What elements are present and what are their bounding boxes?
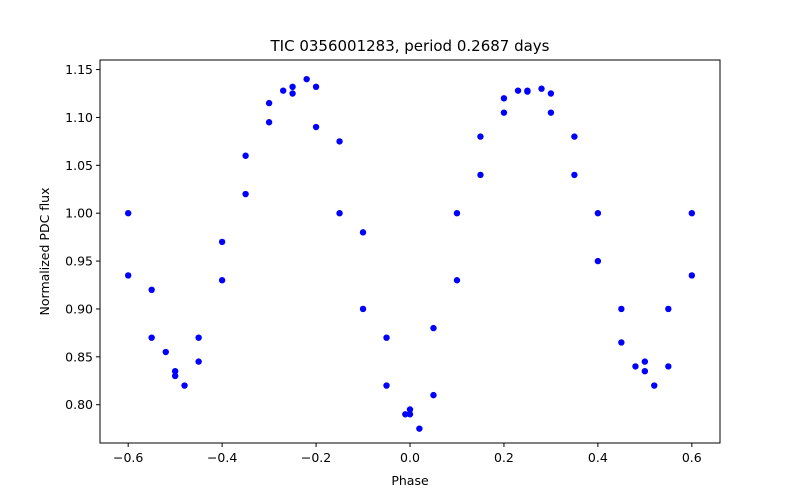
- y-axis-ticks: 0.80 0.85 0.90 0.95 1.00 1.05 1.10 1.15: [65, 62, 100, 412]
- x-tick-label: 0.6: [682, 450, 702, 465]
- data-point-s0-15: [416, 425, 423, 432]
- x-tick-label: 0.4: [588, 450, 608, 465]
- data-point-s0-26: [641, 367, 649, 375]
- data-point-s0-6: [242, 190, 249, 198]
- data-point-s1-3: [171, 367, 179, 375]
- data-point-s0-2: [171, 372, 179, 380]
- data-point-s1-24: [594, 257, 602, 265]
- data-point-s0-7: [265, 119, 273, 126]
- y-tick-label: 0.80: [65, 397, 93, 412]
- data-points: [124, 75, 696, 432]
- data-point-s1-23: [571, 171, 578, 179]
- data-point-s0-14: [406, 411, 414, 418]
- y-tick-label: 0.90: [65, 301, 93, 316]
- data-point-s1-29: [688, 210, 696, 217]
- data-point-s1-16: [430, 324, 437, 332]
- x-tick-label: −0.6: [113, 450, 143, 465]
- data-point-s1-21: [524, 88, 531, 95]
- data-point-s0-25: [618, 305, 625, 313]
- data-point-s0-8: [289, 83, 296, 91]
- data-point-s1-0: [124, 210, 132, 217]
- chart-title: TIC 0356001283, period 0.2687 days: [269, 37, 549, 55]
- x-tick-label: −0.4: [207, 450, 237, 465]
- data-point-s1-10: [312, 123, 320, 131]
- data-point-s0-0: [124, 272, 132, 279]
- x-axis-label: Phase: [391, 473, 429, 488]
- x-tick-label: 0.0: [400, 450, 420, 465]
- data-point-s1-6: [242, 152, 249, 159]
- data-point-s1-9: [289, 90, 296, 97]
- data-point-s1-25: [618, 339, 625, 346]
- data-point-s0-5: [218, 277, 226, 284]
- data-point-s1-13: [383, 382, 390, 389]
- y-tick-label: 1.15: [65, 62, 93, 77]
- data-point-s1-22: [547, 109, 555, 116]
- data-point-s0-16: [430, 391, 437, 399]
- x-tick-label: 0.2: [494, 450, 514, 465]
- data-point-s0-27: [651, 382, 658, 389]
- data-point-s0-10: [312, 83, 320, 91]
- data-point-s1-14: [402, 411, 409, 418]
- data-point-s1-19: [500, 95, 508, 102]
- y-axis-label: Normalized PDC flux: [37, 188, 52, 316]
- data-point-s1-4: [195, 334, 202, 341]
- data-point-s0-17: [453, 277, 461, 284]
- data-point-s1-18: [477, 133, 484, 140]
- data-point-s1-2: [162, 348, 169, 356]
- data-point-s1-1: [148, 286, 155, 293]
- data-point-s1-7: [265, 99, 273, 107]
- data-point-s1-27: [641, 358, 649, 365]
- data-point-s0-3: [181, 382, 188, 389]
- data-point-s1-17: [453, 210, 461, 217]
- data-point-s1-11: [336, 210, 343, 217]
- data-point-s0-22: [547, 90, 555, 97]
- data-point-s0-11: [336, 138, 343, 145]
- data-point-s1-20: [514, 87, 522, 94]
- y-tick-label: 1.05: [65, 158, 93, 173]
- y-tick-label: 1.10: [65, 110, 93, 125]
- data-point-s1-8: [279, 87, 287, 94]
- data-point-s1-12: [359, 305, 367, 313]
- y-tick-label: 0.85: [65, 349, 93, 364]
- data-point-s0-21: [538, 85, 545, 92]
- data-point-s0-28: [665, 363, 672, 370]
- data-point-s0-12: [359, 229, 367, 236]
- data-point-s0-23: [571, 133, 578, 140]
- data-point-s1-28: [665, 305, 672, 313]
- data-point-s0-9: [303, 75, 310, 83]
- data-point-s0-24: [594, 210, 602, 217]
- data-point-s1-15: [406, 406, 414, 413]
- data-point-s0-4: [195, 358, 202, 365]
- data-point-s0-18: [477, 171, 484, 179]
- x-axis-ticks: −0.6 −0.4 −0.2 0.0 0.2 0.4 0.6: [113, 443, 702, 465]
- x-tick-label: −0.2: [301, 450, 331, 465]
- data-point-s0-1: [148, 334, 155, 341]
- data-point-s1-26: [632, 363, 639, 370]
- y-tick-label: 0.95: [65, 254, 93, 269]
- data-point-s0-13: [383, 334, 390, 341]
- data-point-s1-5: [218, 238, 226, 246]
- data-point-s0-29: [688, 272, 696, 279]
- y-tick-label: 1.00: [65, 206, 93, 221]
- data-point-s0-19: [500, 109, 508, 116]
